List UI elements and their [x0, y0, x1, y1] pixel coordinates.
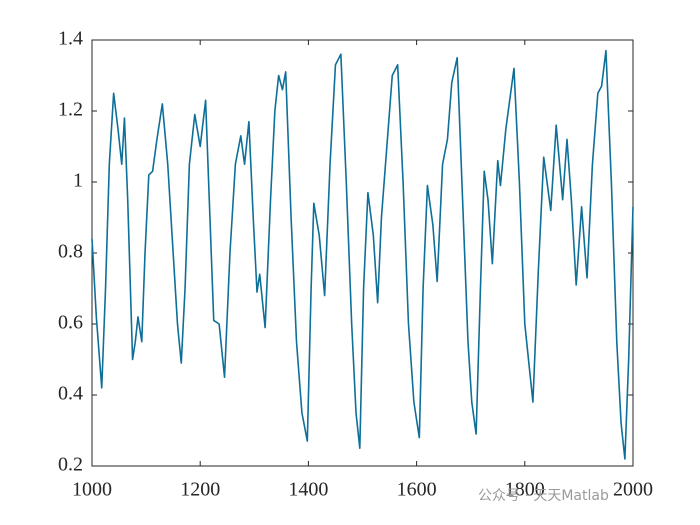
- y-tick-label: 0.2: [58, 454, 83, 476]
- plot-frame: [91, 39, 634, 467]
- x-tick-label: 1000: [72, 479, 112, 501]
- x-tick-label: 2000: [613, 479, 653, 501]
- x-tick-label: 1400: [288, 479, 328, 501]
- y-tick-label: 1.4: [58, 28, 83, 50]
- x-tick-label: 1600: [397, 479, 437, 501]
- y-tick-label: 1.2: [58, 99, 83, 121]
- line-series: [91, 49, 634, 460]
- y-tick-label: 0.6: [58, 312, 83, 334]
- y-tick-label: 0.8: [58, 241, 83, 263]
- x-tick-label: 1200: [180, 479, 220, 501]
- y-tick-label: 0.4: [58, 383, 83, 405]
- y-tick-label: 1: [73, 170, 83, 192]
- x-tick-label: 1800: [505, 479, 545, 501]
- watermark: 公众号 · 天天Matlab: [478, 488, 609, 504]
